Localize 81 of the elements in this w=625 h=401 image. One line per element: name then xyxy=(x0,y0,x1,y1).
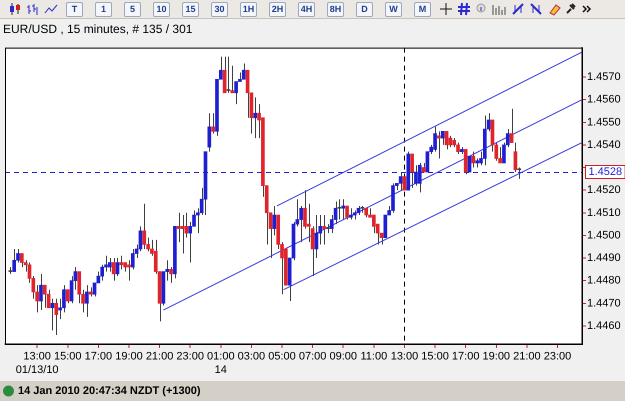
y-tick-label: 1.4470 xyxy=(587,297,621,310)
candlestick xyxy=(410,153,414,188)
candlestick xyxy=(211,112,215,134)
candlestick xyxy=(100,264,104,282)
text: T 1 5 10 15 30 1H 2H 4H 8H D W M xyxy=(72,4,426,14)
y-tick-label: 1.4500 xyxy=(587,229,621,242)
candlestick xyxy=(464,148,468,175)
candlestick xyxy=(207,112,212,152)
candlestick xyxy=(112,258,116,282)
x-tick-label: 03:00 xyxy=(238,350,266,363)
candlestick xyxy=(437,130,441,159)
x-tick-label: 21:00 xyxy=(146,350,174,363)
candlestick xyxy=(448,135,452,148)
candlestick xyxy=(54,298,58,336)
y-tick-label: 1.4570 xyxy=(587,71,621,84)
candlestick xyxy=(372,214,376,234)
candlestick xyxy=(50,298,54,331)
y-tick-label: 1.4510 xyxy=(587,206,621,219)
x-tick-label: 05:00 xyxy=(268,350,296,363)
candlestick xyxy=(349,208,353,220)
candlestick xyxy=(422,162,426,173)
x-tick-label: 07:00 xyxy=(298,350,326,363)
candlestick xyxy=(352,210,357,220)
candlestick xyxy=(176,212,181,243)
candlestick xyxy=(180,214,184,254)
candlestick xyxy=(39,273,43,311)
candlestick xyxy=(246,70,250,118)
chart-title: EUR/USD , 15 minutes, # 135 / 301 xyxy=(3,22,192,36)
x-tick-label: 11:00 xyxy=(360,350,388,363)
candlestick xyxy=(242,62,246,80)
y-tick-label: 1.4550 xyxy=(587,116,621,128)
candlestick xyxy=(456,142,460,154)
candlestick xyxy=(326,224,330,234)
candlestick xyxy=(433,126,437,152)
candlestick xyxy=(498,146,502,164)
candlestick xyxy=(127,260,131,282)
candlestick xyxy=(85,284,89,318)
text: 14 Jan 2010 20:47:34 NZDT (+1300) xyxy=(18,385,201,397)
x-tick-label: 21:00 xyxy=(513,350,541,363)
x-tick-label: 15:00 xyxy=(54,350,82,363)
candlestick xyxy=(20,252,24,268)
candlestick xyxy=(119,255,124,270)
candlestick xyxy=(444,130,448,150)
candlestick xyxy=(142,203,146,250)
x-tick-label: 17:00 xyxy=(452,350,480,363)
candlestick xyxy=(452,138,456,148)
candlestick xyxy=(226,56,230,94)
candlestick xyxy=(116,258,120,277)
x-tick-label: 01:00 14 xyxy=(207,350,235,376)
candlestick xyxy=(108,258,112,272)
candlestick xyxy=(222,56,226,94)
y-tick-label: 1.4540 xyxy=(587,138,621,151)
y-tick-label: 1.4520 xyxy=(587,184,621,196)
x-tick-label: 13:00 xyxy=(390,350,418,363)
y-tick-label: 1.4460 xyxy=(587,320,621,332)
x-tick-label: 17:00 xyxy=(84,350,112,363)
candlestick xyxy=(475,158,479,168)
x-tick-label: 23:00 xyxy=(176,350,204,363)
candlestick xyxy=(356,205,360,216)
candlestick xyxy=(66,289,70,304)
candlestick xyxy=(12,248,16,272)
candlestick xyxy=(272,205,276,236)
candlestick xyxy=(322,214,326,245)
candlestick xyxy=(314,214,318,259)
ref-line-label: 1.4528 xyxy=(588,166,622,178)
candlestick xyxy=(253,96,258,139)
candlestick xyxy=(402,176,406,190)
candlestick xyxy=(364,208,368,218)
x-tick-label: 09:00 xyxy=(329,350,358,363)
y-tick-label: 1.4490 xyxy=(587,252,621,264)
candlestick xyxy=(42,284,47,308)
candlestick xyxy=(88,286,93,297)
y-tick-label: 1.4480 xyxy=(587,274,621,287)
x-tick-label: 15:00 xyxy=(421,350,449,363)
x-tick-label: 19:00 xyxy=(482,350,510,363)
x-tick-label: 19:00 xyxy=(115,350,143,363)
candlestick xyxy=(472,151,476,168)
candlestick xyxy=(77,271,82,304)
y-tick-label: 1.4560 xyxy=(587,94,621,106)
x-tick-label: 23:00 xyxy=(544,350,572,363)
candlestick xyxy=(341,198,346,220)
